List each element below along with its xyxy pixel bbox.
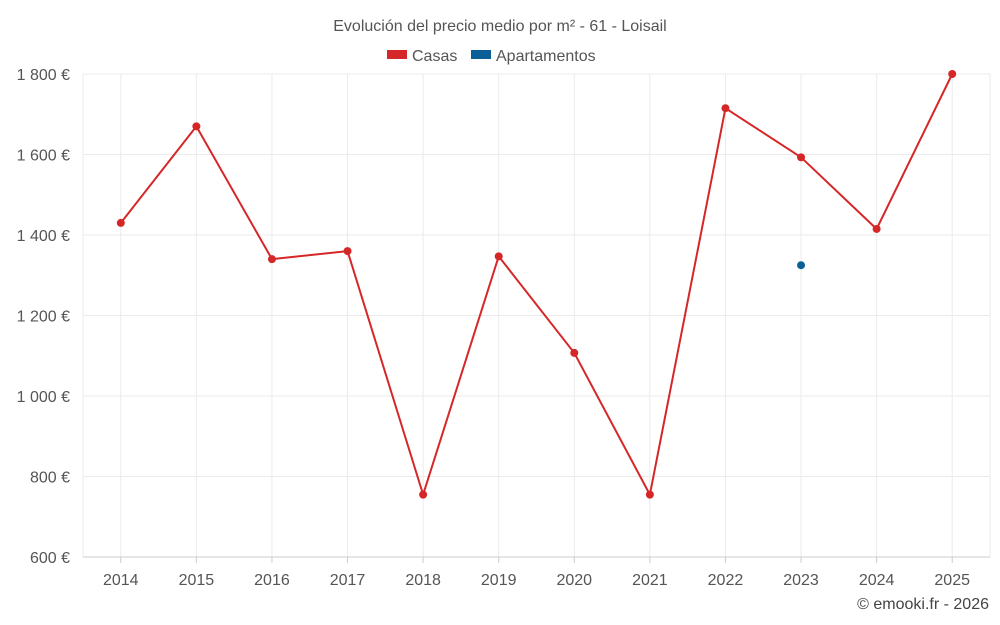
y-tick-label: 1 000 € [17, 389, 70, 406]
data-point-casas-2014[interactable] [116, 218, 125, 227]
series-line-casas [120, 73, 954, 496]
data-point-casas-2022[interactable] [721, 104, 730, 113]
x-tick-label: 2021 [632, 572, 668, 589]
data-point-casas-2020[interactable] [570, 348, 579, 357]
data-point-casas-2023[interactable] [797, 153, 806, 162]
y-tick-label: 800 € [30, 470, 70, 487]
y-tick-label: 1 200 € [17, 309, 70, 326]
x-tick-label: 2016 [254, 572, 290, 589]
data-point-casas-2017[interactable] [343, 247, 352, 256]
x-tick-label: 2024 [859, 572, 895, 589]
legend-label-casas: Casas [412, 48, 457, 65]
x-tick-label: 2022 [708, 572, 744, 589]
x-tick-label: 2023 [783, 572, 819, 589]
x-tick-label: 2015 [179, 572, 215, 589]
chart-title: Evolución del precio medio por m² - 61 -… [333, 18, 666, 35]
data-point-casas-2019[interactable] [494, 252, 503, 261]
legend-swatch-casas [387, 50, 407, 59]
legend-label-apartamentos: Apartamentos [496, 48, 596, 65]
legend: Casas Apartamentos [387, 48, 596, 65]
y-tick-label: 1 400 € [17, 228, 70, 245]
series-layer [116, 70, 957, 499]
y-tick-label: 1 600 € [17, 148, 70, 165]
data-point-casas-2018[interactable] [419, 490, 428, 499]
data-point-casas-2016[interactable] [267, 255, 276, 264]
data-point-casas-2024[interactable] [872, 224, 881, 233]
y-tick-label: 1 800 € [17, 67, 70, 84]
x-tick-label: 2017 [330, 572, 366, 589]
data-point-casas-2025[interactable] [948, 70, 957, 78]
x-tick-label: 2019 [481, 572, 517, 589]
legend-item-casas[interactable]: Casas [387, 48, 457, 65]
credit-text: © emooki.fr - 2026 [857, 596, 989, 613]
legend-swatch-apartamentos [471, 50, 491, 59]
x-tick-label: 2018 [405, 572, 441, 589]
y-tick-label: 600 € [30, 550, 70, 567]
data-point-casas-2021[interactable] [645, 490, 654, 499]
data-point-casas-2015[interactable] [192, 122, 201, 131]
data-point-apartamentos-2023[interactable] [797, 261, 806, 270]
x-tick-label: 2025 [934, 572, 970, 589]
x-tick-label: 2020 [556, 572, 592, 589]
grid-layer [82, 73, 991, 557]
x-tick-label: 2014 [103, 572, 139, 589]
axis-layer: 600 € 800 € 1 000 € 1 200 € 1 400 € 1 600 € 1 … [17, 67, 990, 589]
legend-item-apartamentos[interactable]: Apartamentos [471, 48, 596, 65]
